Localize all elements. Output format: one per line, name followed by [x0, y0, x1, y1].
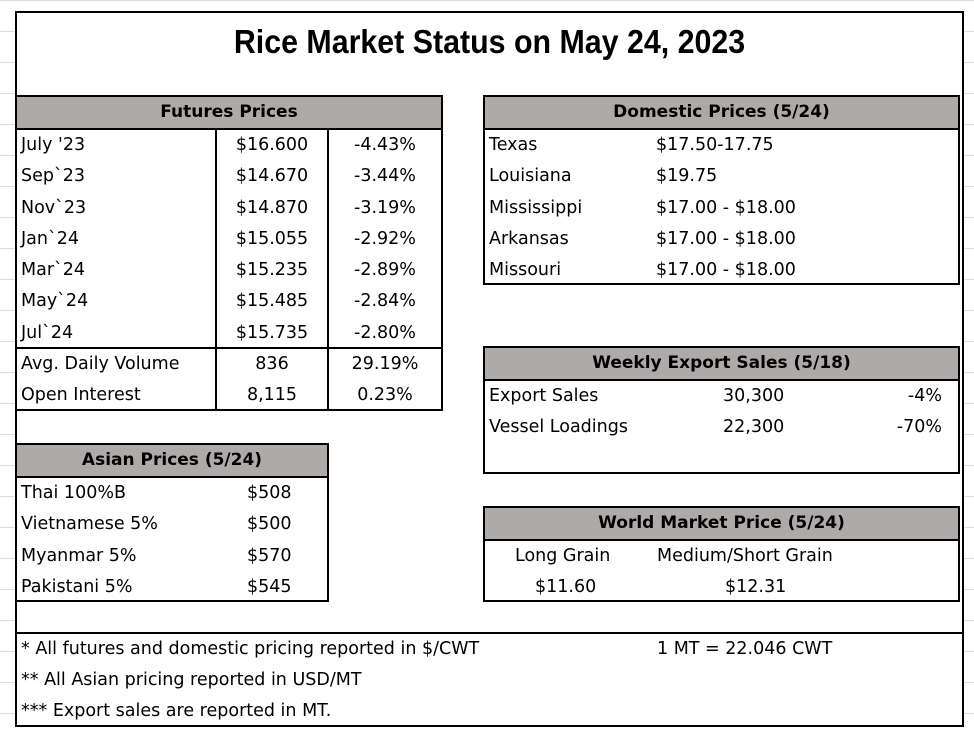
table-row: Thai 100%B $508	[17, 478, 327, 509]
table-row: Pakistani 5% $545	[17, 572, 327, 603]
note-conversion: 1 MT = 22.046 CWT	[657, 639, 833, 659]
table-row: Vietnamese 5% $500	[17, 509, 327, 540]
stat-value: 8,115	[246, 385, 298, 406]
footer-divider	[17, 632, 962, 634]
stat-change: 29.19%	[351, 354, 419, 374]
contract-change: -2.89%	[354, 260, 416, 281]
state-name: Arkansas	[489, 228, 569, 249]
table-row: Jan`24 $15.055 -2.92%	[17, 224, 441, 255]
contract-price: $15.055	[235, 228, 309, 249]
table-row: Export Sales 30,300 -4%	[485, 381, 958, 412]
table-row: Myanmar 5% $570	[17, 541, 327, 572]
table-row: Missouri $17.00 - $18.00	[485, 255, 958, 286]
export-label: Export Sales	[489, 386, 599, 406]
contract-change: -4.43%	[354, 135, 416, 155]
contract-change: -3.19%	[354, 197, 416, 218]
note-export: *** Export sales are reported in MT.	[21, 701, 332, 721]
export-change: -70%	[896, 417, 942, 438]
state-name: Missouri	[489, 260, 562, 281]
contract-price: $16.600	[235, 135, 309, 155]
table-row: Mar`24 $15.235 -2.89%	[17, 255, 441, 286]
table-row: July '23 $16.600 -4.43%	[17, 130, 441, 161]
state-name: Mississippi	[489, 197, 583, 218]
medium-grain-price: $12.31	[725, 577, 787, 598]
contract-price: $14.870	[235, 197, 309, 218]
table-row: Arkansas $17.00 - $18.00	[485, 224, 958, 255]
export-header: Weekly Export Sales (5/18)	[485, 348, 958, 381]
contract-month: July '23	[21, 135, 86, 155]
contract-change: -2.84%	[354, 291, 416, 312]
asian-table: Asian Prices (5/24) Thai 100%B $508 Vietna…	[15, 443, 329, 602]
futures-table: Futures Prices July '23 $16.600 -4.43% Sep`…	[15, 95, 443, 411]
table-row: Jul`24 $15.735 -2.80%	[17, 318, 441, 349]
export-change: -4%	[907, 386, 942, 406]
report-frame: Rice Market Status on May 24, 2023 Futur…	[15, 11, 964, 727]
state-name: Louisiana	[489, 166, 572, 187]
table-row: Nov`23 $14.870 -3.19%	[17, 193, 441, 224]
table-row: Vessel Loadings 22,300 -70%	[485, 412, 958, 443]
contract-change: -2.80%	[354, 322, 416, 343]
contract-month: Mar`24	[21, 260, 86, 281]
domestic-header: Domestic Prices (5/24)	[485, 97, 958, 130]
export-value: 22,300	[723, 417, 785, 438]
asian-header: Asian Prices (5/24)	[17, 445, 327, 478]
asian-origin: Vietnamese 5%	[21, 514, 158, 535]
note-asian: ** All Asian pricing reported in USD/MT	[21, 670, 362, 690]
state-price: $17.00 - $18.00	[656, 260, 796, 281]
note-futures: * All futures and domestic pricing repor…	[21, 639, 480, 659]
contract-price: $15.235	[235, 260, 309, 281]
state-price: $17.50-17.75	[656, 135, 774, 155]
futures-header: Futures Prices	[17, 97, 441, 130]
contract-month: Nov`23	[21, 197, 87, 218]
long-grain-label: Long Grain	[515, 546, 611, 566]
export-label: Vessel Loadings	[489, 417, 628, 438]
asian-price: $570	[247, 545, 292, 566]
contract-month: Jan`24	[21, 228, 79, 249]
asian-price: $500	[247, 514, 292, 535]
asian-origin: Myanmar 5%	[21, 545, 137, 566]
domestic-table: Domestic Prices (5/24) Texas $17.50-17.75…	[483, 95, 960, 285]
asian-price: $545	[247, 576, 292, 597]
contract-change: -2.92%	[354, 228, 416, 249]
stat-change: 0.23%	[357, 385, 413, 406]
contract-month: Sep`23	[21, 166, 86, 187]
asian-origin: Pakistani 5%	[21, 576, 133, 597]
table-row: Mississippi $17.00 - $18.00	[485, 193, 958, 224]
table-row: Texas $17.50-17.75	[485, 130, 958, 161]
contract-month: Jul`24	[21, 322, 74, 343]
asian-price: $508	[247, 483, 292, 503]
table-row: Avg. Daily Volume 836 29.19%	[17, 349, 441, 380]
medium-grain-label: Medium/Short Grain	[657, 546, 833, 566]
state-name: Texas	[489, 135, 538, 155]
state-price: $17.00 - $18.00	[656, 197, 796, 218]
state-price: $19.75	[656, 166, 718, 187]
asian-origin: Thai 100%B	[21, 483, 126, 503]
contract-price: $15.485	[235, 291, 309, 312]
world-table: World Market Price (5/24) Long Grain Medi…	[483, 506, 960, 602]
stat-label: Avg. Daily Volume	[21, 354, 180, 374]
table-row: Open Interest 8,115 0.23%	[17, 380, 441, 411]
long-grain-price: $11.60	[535, 577, 597, 598]
export-table: Weekly Export Sales (5/18) Export Sales 3…	[483, 346, 960, 474]
stat-value: 836	[255, 354, 289, 374]
state-price: $17.00 - $18.00	[656, 228, 796, 249]
contract-change: -3.44%	[354, 166, 416, 187]
table-row: May`24 $15.485 -2.84%	[17, 286, 441, 317]
contract-price: $14.670	[235, 166, 309, 187]
stat-label: Open Interest	[21, 385, 141, 406]
contract-price: $15.735	[235, 322, 309, 343]
contract-month: May`24	[21, 291, 89, 312]
world-header: World Market Price (5/24)	[485, 508, 958, 541]
table-row: Louisiana $19.75	[485, 161, 958, 192]
table-row: Sep`23 $14.670 -3.44%	[17, 161, 441, 192]
export-value: 30,300	[723, 386, 785, 406]
page-title: Rice Market Status on May 24, 2023	[233, 23, 746, 60]
